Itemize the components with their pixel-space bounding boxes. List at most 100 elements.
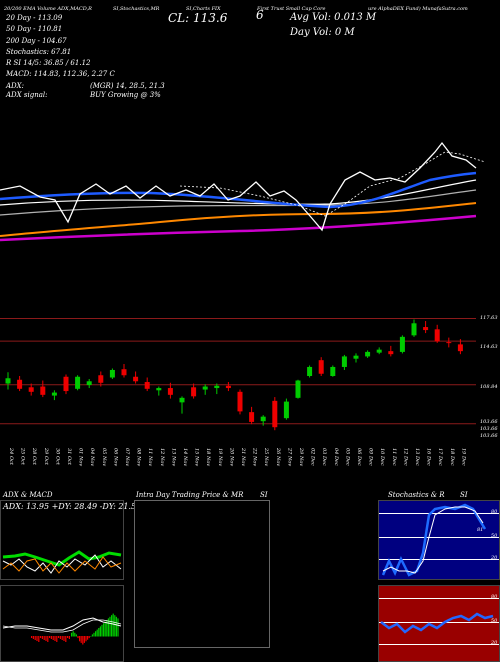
price-level-2: 114.63 [480, 344, 498, 350]
macd-bar [74, 632, 76, 637]
date-label: 14 Nov [182, 448, 188, 466]
macd-bar [61, 636, 63, 640]
macd-histogram [2, 613, 122, 645]
date-label: 04 Nov [89, 448, 95, 466]
date-label: 08 Nov [136, 448, 142, 466]
stoch-d-line [382, 506, 484, 574]
adx-readout: ADX: 13.95 +DY: 28.49 -DY: 21.51 [3, 502, 142, 511]
macd-bar [111, 615, 113, 637]
adx-orange-line [2, 556, 122, 574]
price-dotted-line [179, 151, 486, 217]
candle-body [318, 360, 324, 374]
date-label: 27 Nov [286, 447, 292, 466]
date-label: 12 Nov [159, 448, 165, 466]
ema-long-line [0, 214, 477, 242]
macd-bar [54, 636, 56, 641]
macd-bar [75, 634, 77, 637]
adx-signal-value: BUY Growing @ 3% [90, 91, 161, 99]
macd-bar [112, 613, 114, 637]
header-bit-adx: ADX,MACD,R [57, 6, 92, 12]
candle-body [249, 412, 255, 422]
header-title-row: 20/200 EMA Volume ADX,MACD,R [4, 6, 92, 12]
macd-bar [63, 636, 65, 641]
macd-bar [79, 636, 81, 642]
macd-bar [106, 620, 108, 637]
macd-bar [83, 636, 85, 643]
macd-bar [87, 636, 89, 640]
candle-body [202, 386, 208, 390]
date-label: 26 Nov [275, 447, 281, 466]
candle-body [40, 386, 46, 395]
date-label: 19 Dec [460, 448, 466, 466]
macd-bar [67, 636, 69, 638]
macd-bar [43, 636, 45, 640]
rsi-80-line [379, 598, 499, 599]
macd-bar [99, 626, 101, 637]
date-label: 17 Dec [437, 448, 443, 466]
stochastics-panel: 80 50 20 81 [378, 500, 500, 580]
macd-bar [85, 636, 87, 642]
ema20-line [0, 171, 477, 209]
header-bit-stoch: SI,Stochastics,MR [113, 6, 160, 12]
macd-bar [52, 636, 54, 640]
macd-bar [58, 636, 60, 638]
date-label: 18 Dec [449, 448, 455, 466]
rsi-50-line [379, 622, 499, 623]
candle-body [98, 375, 104, 383]
candle-body [423, 327, 429, 331]
date-label: 22 Nov [252, 447, 258, 466]
date-label: 25 Oct [20, 447, 26, 466]
rsi-level-20: 20 [491, 640, 498, 646]
stoch-level-80: 80 [491, 509, 498, 515]
ema100-line [0, 189, 477, 216]
ema20-label: 20 Day - 113.09 [6, 14, 63, 22]
macd-bar [90, 636, 92, 637]
macd-bar [93, 632, 95, 637]
macd-bar [115, 616, 117, 637]
candle-body [446, 342, 452, 344]
date-label: 01 Nov [78, 448, 84, 466]
stochastics-label: Stochastics: 67.81 [6, 48, 72, 56]
adx-green-line [2, 550, 122, 567]
date-label: 06 Dec [356, 448, 362, 466]
candle-body [283, 401, 289, 419]
candle-body [237, 391, 243, 412]
macd-bar [95, 631, 97, 637]
date-label: 05 Dec [344, 448, 350, 466]
macd-bar [56, 636, 58, 642]
macd-label: MACD: 114.83, 112.36, 2.27 C [6, 70, 115, 78]
candle-body [75, 376, 81, 389]
candle-body [353, 355, 359, 359]
candle-body [144, 382, 150, 389]
macd-bar [49, 636, 51, 638]
stoch-k-line [381, 503, 487, 577]
stoch-level-20: 20 [491, 555, 498, 561]
date-label: 13 Nov [170, 448, 176, 466]
macd-bar [31, 636, 33, 638]
macd-bar [109, 616, 111, 637]
date-label: 11 Dec [391, 448, 397, 466]
macd-bar [88, 636, 90, 639]
macd-bar [72, 631, 74, 637]
candle-body [341, 356, 347, 367]
price-level-1: 117.63 [480, 315, 498, 321]
candle-body [121, 369, 127, 376]
macd-bar [82, 636, 84, 645]
candle-body [225, 385, 231, 389]
rsi-panel: 80 50 20 [378, 585, 500, 662]
date-label: 16 Dec [426, 448, 432, 466]
candle-body [260, 416, 266, 422]
candle-body [63, 376, 69, 392]
rsi-line [380, 612, 494, 634]
date-label: 02 Dec [310, 448, 316, 466]
date-label: 10 Dec [379, 448, 385, 466]
adx-panel: ADX: 13.95 +DY: 28.49 -DY: 21.51 [0, 500, 141, 580]
header-bit-volume: Volume [37, 6, 56, 12]
date-label: 07 Nov [124, 448, 130, 466]
candle-body [399, 336, 405, 352]
date-label: 12 Dec [402, 448, 408, 466]
date-label: 13 Dec [414, 448, 420, 466]
macd-bar [34, 636, 36, 640]
candle-body [167, 388, 173, 395]
candle-body [179, 397, 185, 403]
